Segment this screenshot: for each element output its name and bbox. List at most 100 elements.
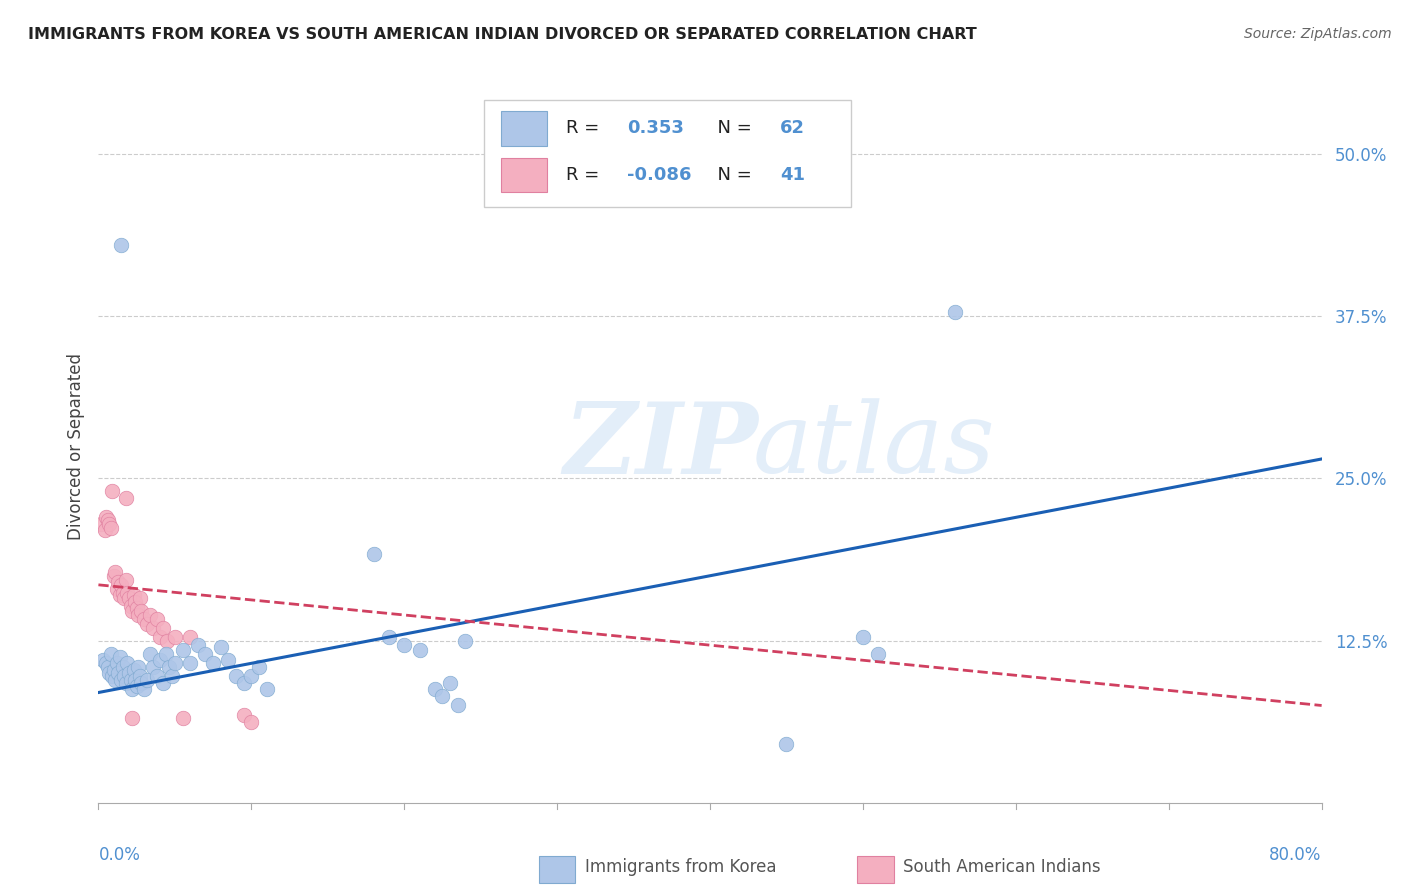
- Point: [172, 711, 194, 725]
- Point: [105, 656, 128, 670]
- Point: [117, 585, 139, 599]
- Point: [432, 690, 454, 704]
- Point: [112, 668, 135, 682]
- Point: [156, 633, 179, 648]
- Point: [115, 491, 138, 505]
- FancyBboxPatch shape: [538, 855, 575, 883]
- Point: [94, 656, 117, 670]
- Text: IMMIGRANTS FROM KOREA VS SOUTH AMERICAN INDIAN DIVORCED OR SEPARATED CORRELATION: IMMIGRANTS FROM KOREA VS SOUTH AMERICAN …: [28, 27, 977, 42]
- Text: N =: N =: [706, 120, 758, 137]
- Point: [232, 676, 254, 690]
- Point: [90, 516, 112, 531]
- Point: [124, 673, 146, 687]
- Point: [256, 681, 278, 696]
- Point: [202, 656, 225, 670]
- Point: [129, 676, 152, 690]
- Point: [868, 647, 890, 661]
- Point: [100, 647, 122, 661]
- Point: [149, 630, 172, 644]
- Text: R =: R =: [565, 166, 605, 184]
- Point: [118, 591, 141, 605]
- Y-axis label: Divorced or Separated: Divorced or Separated: [66, 352, 84, 540]
- Point: [129, 604, 152, 618]
- Point: [232, 707, 254, 722]
- Point: [163, 656, 186, 670]
- Point: [105, 582, 128, 596]
- Point: [110, 578, 132, 592]
- Point: [127, 607, 149, 622]
- Point: [179, 630, 201, 644]
- Point: [112, 591, 135, 605]
- Point: [110, 238, 132, 252]
- Point: [217, 653, 239, 667]
- Text: N =: N =: [706, 166, 758, 184]
- Text: 0.353: 0.353: [627, 120, 683, 137]
- Text: R =: R =: [565, 120, 605, 137]
- FancyBboxPatch shape: [484, 100, 851, 207]
- Text: South American Indians: South American Indians: [903, 858, 1101, 876]
- Point: [120, 599, 142, 613]
- Point: [142, 621, 165, 635]
- Point: [152, 676, 174, 690]
- Point: [128, 668, 150, 682]
- Text: 0.0%: 0.0%: [98, 846, 141, 863]
- Point: [363, 547, 385, 561]
- Point: [447, 698, 470, 713]
- Point: [439, 676, 461, 690]
- Text: 62: 62: [780, 120, 804, 137]
- Point: [97, 659, 120, 673]
- Point: [139, 647, 162, 661]
- Point: [103, 568, 125, 582]
- Point: [111, 659, 134, 673]
- Point: [93, 524, 115, 538]
- Point: [136, 673, 159, 687]
- Point: [142, 659, 165, 673]
- Point: [134, 681, 156, 696]
- Text: -0.086: -0.086: [627, 166, 692, 184]
- Point: [121, 711, 143, 725]
- Point: [134, 611, 156, 625]
- Point: [124, 595, 146, 609]
- Point: [454, 633, 477, 648]
- FancyBboxPatch shape: [501, 112, 547, 145]
- Point: [107, 575, 129, 590]
- Point: [97, 513, 120, 527]
- Point: [240, 668, 263, 682]
- Point: [160, 668, 183, 682]
- Point: [209, 640, 232, 654]
- Point: [107, 666, 129, 681]
- Point: [775, 738, 797, 752]
- Point: [115, 573, 138, 587]
- Point: [98, 666, 121, 681]
- Point: [136, 616, 159, 631]
- Point: [98, 516, 121, 531]
- Point: [179, 656, 201, 670]
- Point: [117, 656, 139, 670]
- Point: [122, 588, 145, 602]
- Point: [423, 681, 446, 696]
- Point: [104, 673, 127, 687]
- Point: [943, 305, 966, 319]
- Point: [118, 666, 141, 681]
- Point: [408, 642, 430, 657]
- Point: [194, 647, 217, 661]
- Point: [247, 659, 270, 673]
- Point: [111, 585, 134, 599]
- Point: [155, 647, 177, 661]
- Point: [91, 653, 114, 667]
- Text: 80.0%: 80.0%: [1270, 846, 1322, 863]
- Point: [101, 668, 124, 682]
- Point: [127, 659, 149, 673]
- Point: [157, 659, 180, 673]
- Point: [108, 650, 131, 665]
- Point: [94, 510, 117, 524]
- Point: [110, 673, 132, 687]
- Point: [152, 621, 174, 635]
- Text: Source: ZipAtlas.com: Source: ZipAtlas.com: [1244, 27, 1392, 41]
- Point: [121, 681, 143, 696]
- Point: [115, 676, 138, 690]
- Point: [128, 591, 150, 605]
- Point: [125, 679, 148, 693]
- FancyBboxPatch shape: [856, 855, 894, 883]
- Point: [187, 638, 209, 652]
